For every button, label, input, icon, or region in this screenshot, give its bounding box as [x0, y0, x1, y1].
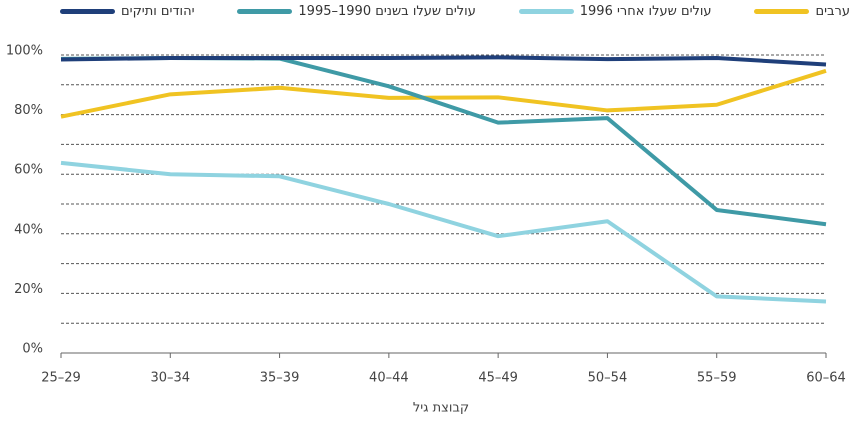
y-tick-label: 80%: [14, 103, 43, 118]
y-tick-label: 60%: [14, 163, 43, 178]
y-tick-label: 100%: [6, 44, 43, 59]
legend-label: יהודים ותיקים: [121, 4, 195, 19]
legend-swatch: [60, 9, 116, 14]
x-tick-label: 35–39: [260, 371, 300, 386]
legend-swatch: [237, 9, 293, 14]
legend-item: יהודים ותיקים: [60, 4, 195, 19]
series-line: [60, 55, 827, 67]
legend-item: עולים שעלו אחרי 1996: [518, 4, 712, 19]
legend-item: עולים שעלו בשנים 1990–1995: [237, 4, 476, 19]
y-tick-label: 0%: [22, 342, 43, 357]
x-tick-label: 50–54: [588, 371, 628, 386]
x-tick-label: 55–59: [697, 371, 737, 386]
legend-item: ערבים: [754, 4, 850, 19]
x-tick-label: 45–49: [478, 371, 518, 386]
series-line: [60, 160, 827, 304]
legend: ערבים עולים שעלו אחרי 1996 עולים שעלו בשני…: [60, 4, 850, 19]
y-tick-label: 40%: [14, 222, 43, 237]
legend-swatch: [518, 9, 574, 14]
x-tick-label: 30–34: [150, 371, 190, 386]
y-tick-label: 20%: [14, 282, 43, 297]
x-axis-title: קבוצת גיל: [413, 401, 469, 416]
x-tick-label: 40–44: [369, 371, 409, 386]
x-tick-label: 25–29: [41, 371, 81, 386]
legend-label: עולים שעלו אחרי 1996: [579, 4, 712, 19]
series-line: [60, 55, 827, 227]
series-line: [60, 68, 827, 119]
legend-label: עולים שעלו בשנים 1990–1995: [298, 4, 476, 19]
x-tick-label: 60–64: [806, 371, 846, 386]
legend-label: ערבים: [815, 4, 850, 19]
legend-swatch: [754, 9, 810, 14]
